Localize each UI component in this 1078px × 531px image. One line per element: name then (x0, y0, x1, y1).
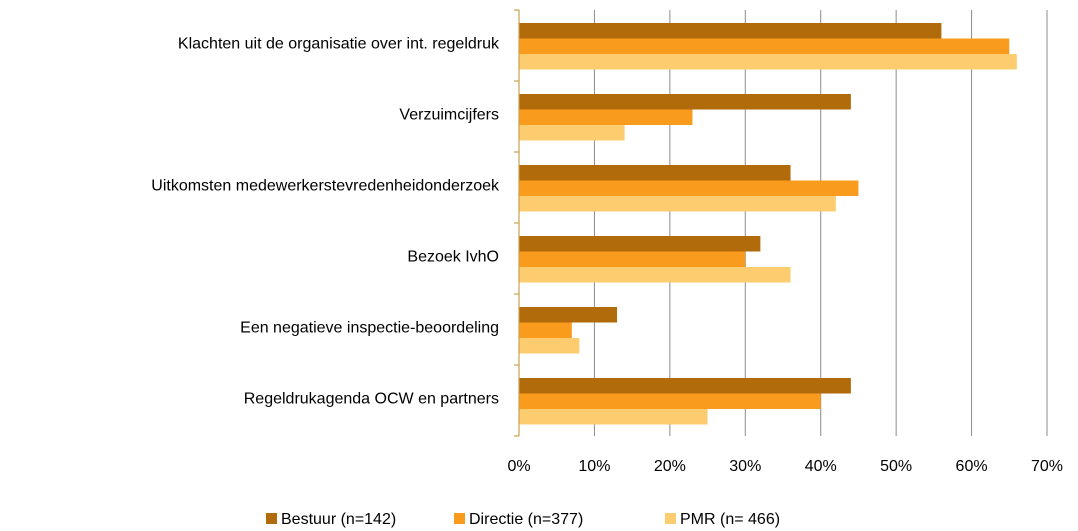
x-tick-label: 70% (1031, 458, 1063, 475)
x-tick-label: 40% (805, 458, 837, 475)
legend-label: Bestuur (n=142) (281, 511, 396, 528)
bar (519, 196, 836, 212)
x-tick-label: 0% (507, 458, 530, 475)
y-tick-label: Bezoek IvhO (407, 249, 499, 266)
x-tick-label: 30% (729, 458, 761, 475)
y-tick-label: Regeldrukagenda OCW en partners (244, 391, 499, 408)
bar (519, 307, 618, 323)
legend-label: PMR (n= 466) (680, 511, 780, 528)
x-tick-label: 10% (578, 458, 610, 475)
y-tick-label: Klachten uit de organisatie over int. re… (178, 36, 500, 53)
x-tick-label: 60% (956, 458, 988, 475)
x-tick-label: 20% (654, 458, 686, 475)
bar (519, 338, 580, 354)
bar (519, 322, 572, 338)
bar (519, 236, 761, 252)
bar (519, 109, 693, 125)
legend-swatch (665, 513, 676, 524)
bar (519, 23, 942, 39)
y-tick-label: Uitkomsten medewerkerstevredenheidonderz… (151, 178, 500, 195)
legend-swatch (454, 513, 465, 524)
bar (519, 378, 851, 394)
x-tick-label: 50% (880, 458, 912, 475)
bar (519, 180, 859, 196)
legend-label: Directie (n=377) (469, 511, 583, 528)
bar (519, 409, 708, 425)
y-tick-label: Een negatieve inspectie-beoordeling (240, 320, 499, 337)
y-tick-label: Verzuimcijfers (399, 107, 499, 124)
bar (519, 125, 625, 141)
bar (519, 251, 746, 267)
bar (519, 165, 791, 181)
bar (519, 94, 851, 110)
legend-swatch (266, 513, 277, 524)
bar (519, 54, 1017, 70)
bar (519, 38, 1010, 54)
bar (519, 267, 791, 283)
bar (519, 393, 821, 409)
